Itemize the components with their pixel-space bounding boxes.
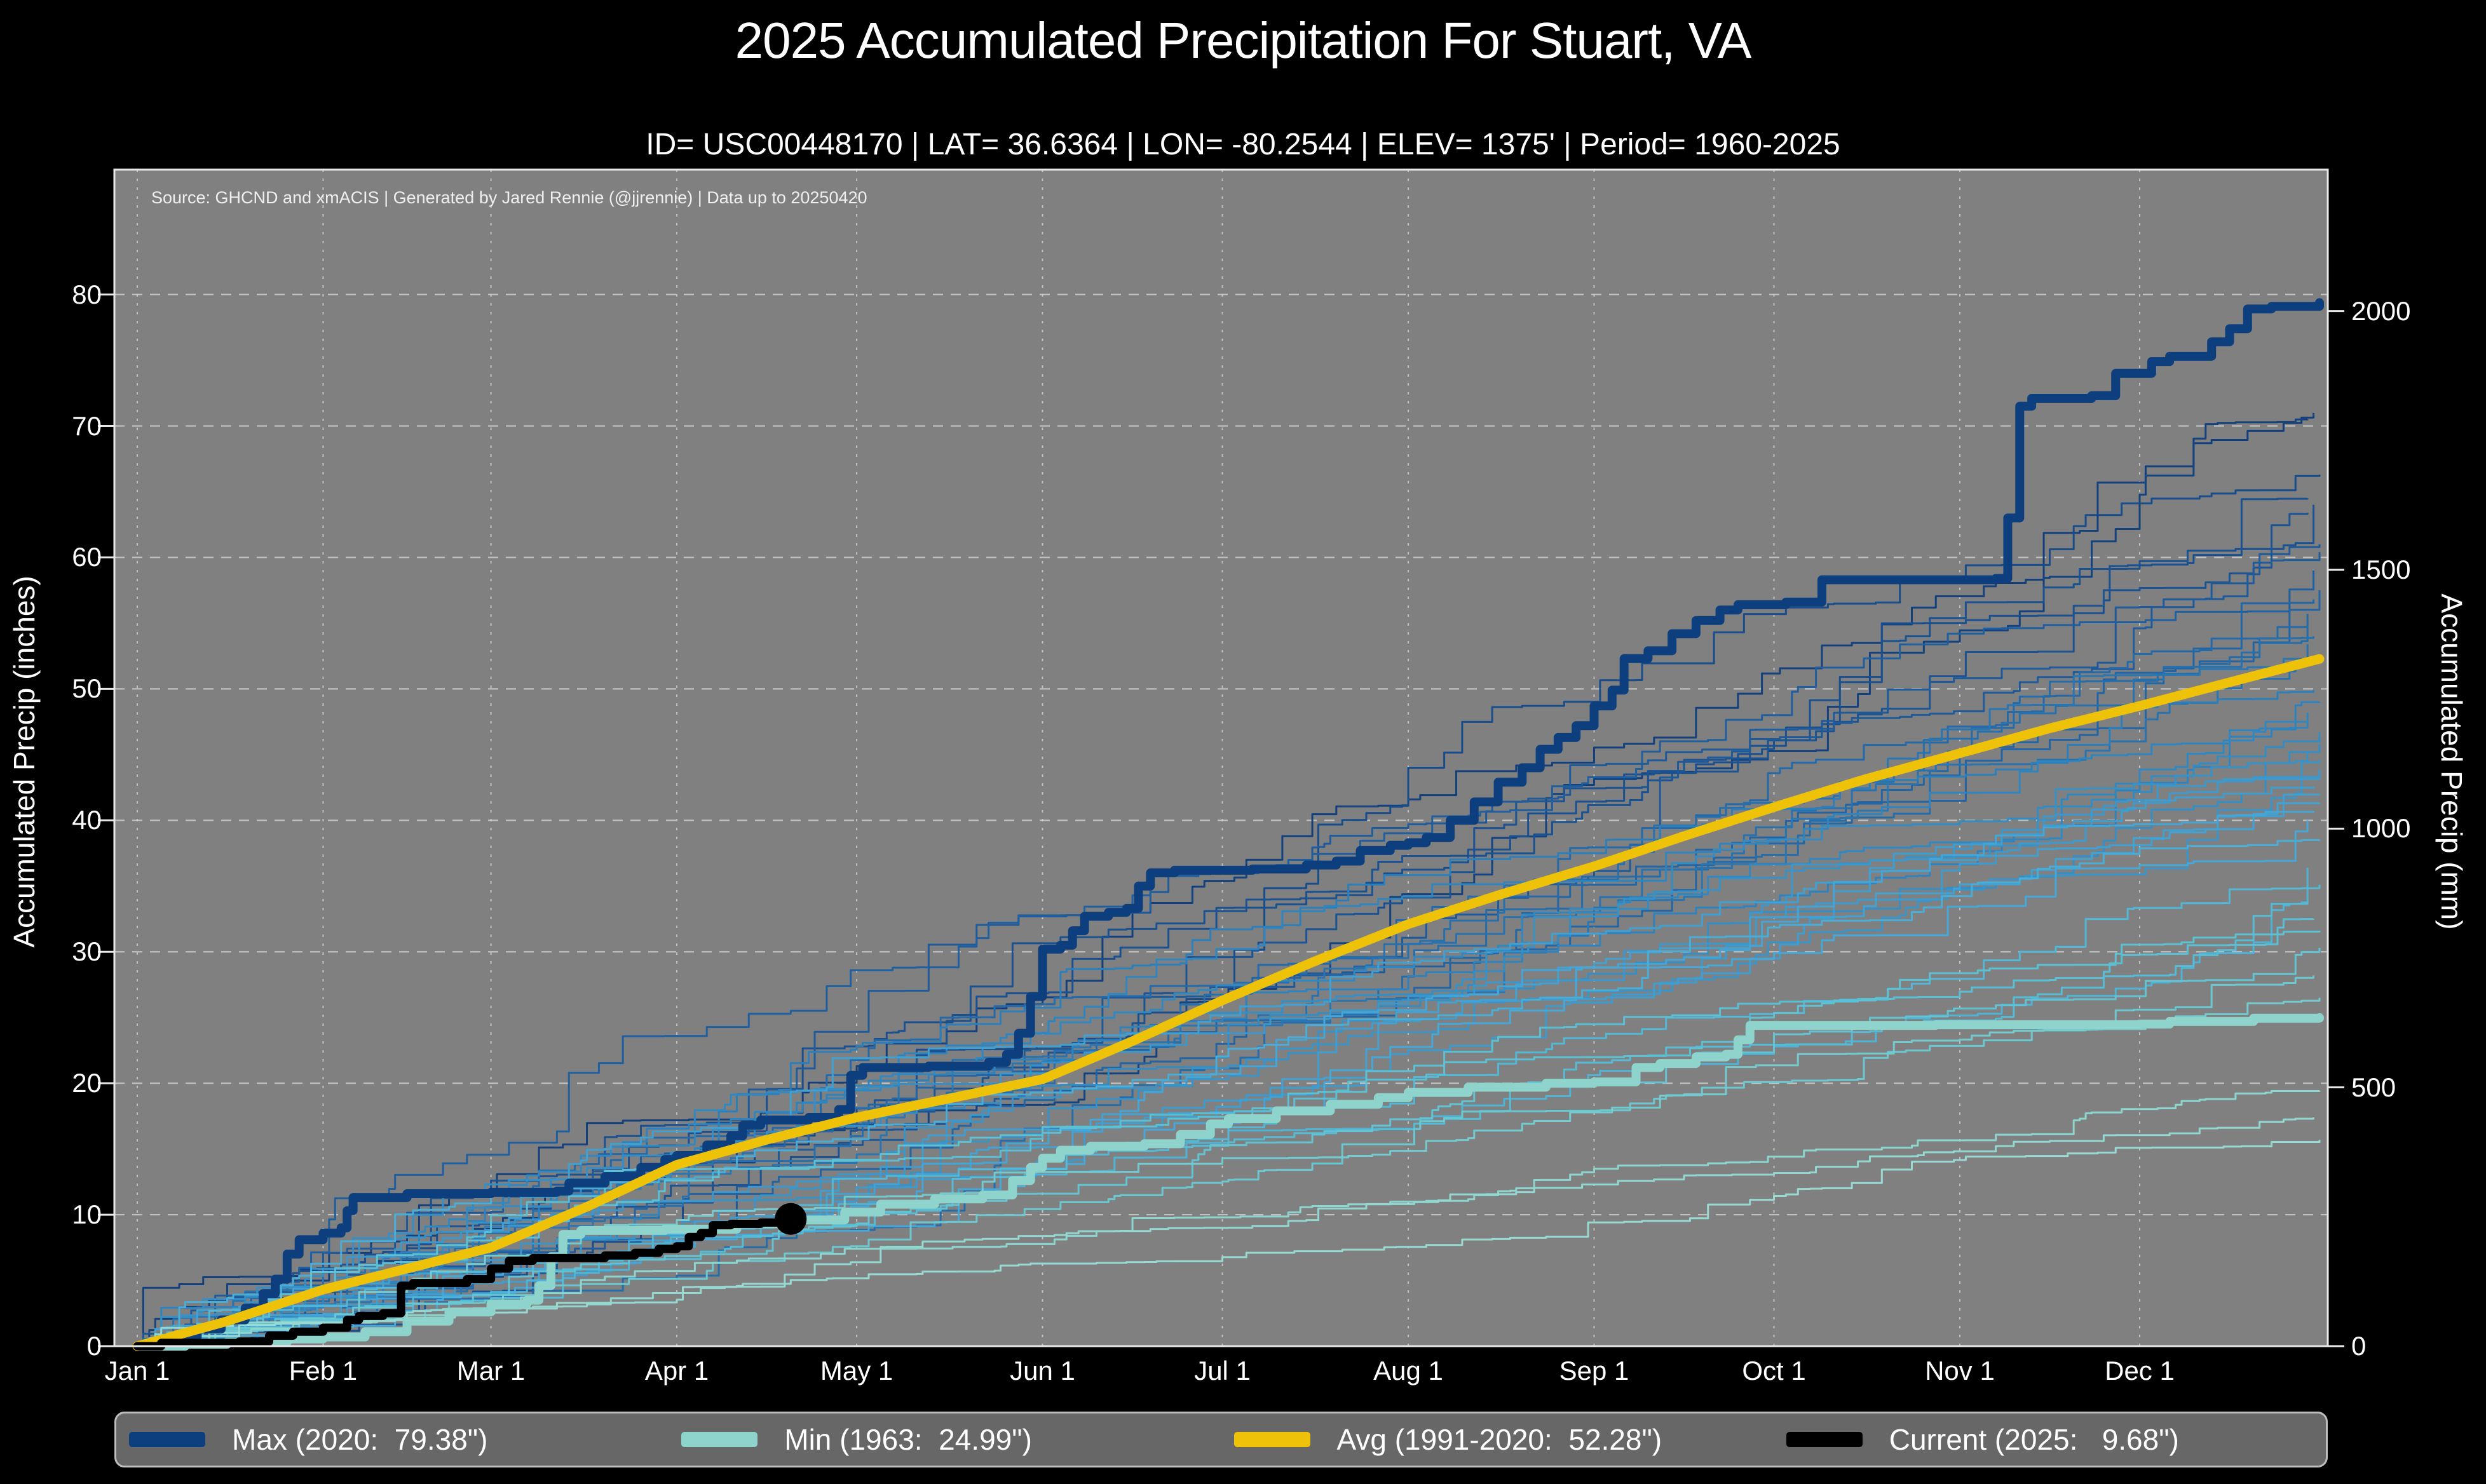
- x-tick-label: Jun 1: [1010, 1356, 1075, 1386]
- series-current: [133, 1215, 795, 1351]
- x-tick-label: Feb 1: [289, 1356, 358, 1386]
- legend-label-min: Min (1963: 24.99"): [784, 1423, 1032, 1456]
- y-left-tick-label: 80: [72, 279, 102, 309]
- y-left-tick-label: 0: [86, 1331, 102, 1361]
- year-trace: [137, 412, 2315, 1347]
- legend-item-avg: Avg (1991-2020: 52.28"): [1221, 1422, 1774, 1457]
- series-avg: [132, 654, 2325, 1351]
- chart-legend: Max (2020: 79.38") Min (1963: 24.99") Av…: [114, 1412, 2328, 1467]
- legend-swatch-current: [1786, 1432, 1863, 1447]
- x-tick-label: May 1: [820, 1356, 893, 1386]
- legend-swatch-min: [681, 1432, 758, 1447]
- legend-swatch-avg: [1233, 1432, 1310, 1447]
- y-axis-title-inches: Accumulated Precip (inches): [8, 576, 41, 948]
- legend-item-max: Max (2020: 79.38"): [116, 1422, 669, 1457]
- year-trace: [137, 802, 2321, 1347]
- y-left-tick-label: 70: [72, 410, 102, 441]
- year-trace: [137, 997, 2321, 1347]
- y-left-tick-label: 20: [72, 1068, 102, 1098]
- year-trace: [137, 1117, 2315, 1347]
- x-tick-label: Mar 1: [456, 1356, 526, 1386]
- x-tick-label: Oct 1: [1742, 1356, 1806, 1386]
- legend-item-current: Current (2025: 9.68"): [1774, 1422, 2326, 1457]
- year-trace: [137, 793, 2321, 1347]
- plot-border: [113, 168, 2329, 1347]
- x-tick-label: Nov 1: [1925, 1356, 1995, 1386]
- year-trace: [137, 497, 2309, 1347]
- y-left-tick-label: 30: [72, 936, 102, 967]
- year-trace: [137, 552, 2321, 1347]
- series-max: [133, 298, 2324, 1351]
- current-end-marker: [775, 1203, 807, 1235]
- station-subtitle: ID= USC00448170 | LAT= 36.6364 | LON= -8…: [646, 128, 1840, 161]
- year-trace: [137, 623, 2309, 1347]
- year-trace: [137, 1140, 2321, 1347]
- legend-label-current: Current (2025: 9.68"): [1889, 1423, 2179, 1456]
- x-tick-label: Jan 1: [104, 1356, 170, 1386]
- legend-swatch-max: [129, 1432, 205, 1447]
- y-right-tick-label: 1000: [2351, 813, 2411, 844]
- series-min: [133, 1013, 2324, 1351]
- y-right-tick-label: 0: [2351, 1331, 2367, 1361]
- x-tick-label: Sep 1: [1559, 1356, 1629, 1386]
- legend-label-avg: Avg (1991-2020: 52.28"): [1336, 1423, 1662, 1456]
- x-tick-label: Jul 1: [1194, 1356, 1251, 1386]
- y-right-tick-label: 500: [2351, 1072, 2396, 1102]
- x-tick-label: Apr 1: [644, 1356, 709, 1386]
- y-left-tick-label: 40: [72, 805, 102, 835]
- legend-item-min: Min (1963: 24.99"): [669, 1422, 1221, 1457]
- y-axis-title-mm: Accumulated Precip (mm): [2435, 593, 2468, 930]
- y-left-tick-label: 60: [72, 542, 102, 572]
- y-right-tick-label: 1500: [2351, 554, 2411, 584]
- x-tick-label: Dec 1: [2105, 1356, 2175, 1386]
- page-title: 2025 Accumulated Precipitation For Stuar…: [735, 12, 1752, 69]
- y-left-tick-label: 50: [72, 673, 102, 704]
- plot-area: [114, 170, 2328, 1346]
- y-right-tick-label: 2000: [2351, 295, 2411, 326]
- x-tick-label: Aug 1: [1373, 1356, 1443, 1386]
- year-trace: [137, 760, 2321, 1347]
- legend-label-max: Max (2020: 79.38"): [232, 1423, 488, 1456]
- source-annotation: Source: GHCND and xmACIS | Generated by …: [151, 188, 867, 207]
- year-trace: [137, 820, 2309, 1347]
- year-trace: [137, 690, 2315, 1347]
- y-left-tick-label: 10: [72, 1199, 102, 1230]
- year-trace: [137, 975, 2315, 1347]
- year-trace: [137, 839, 2321, 1347]
